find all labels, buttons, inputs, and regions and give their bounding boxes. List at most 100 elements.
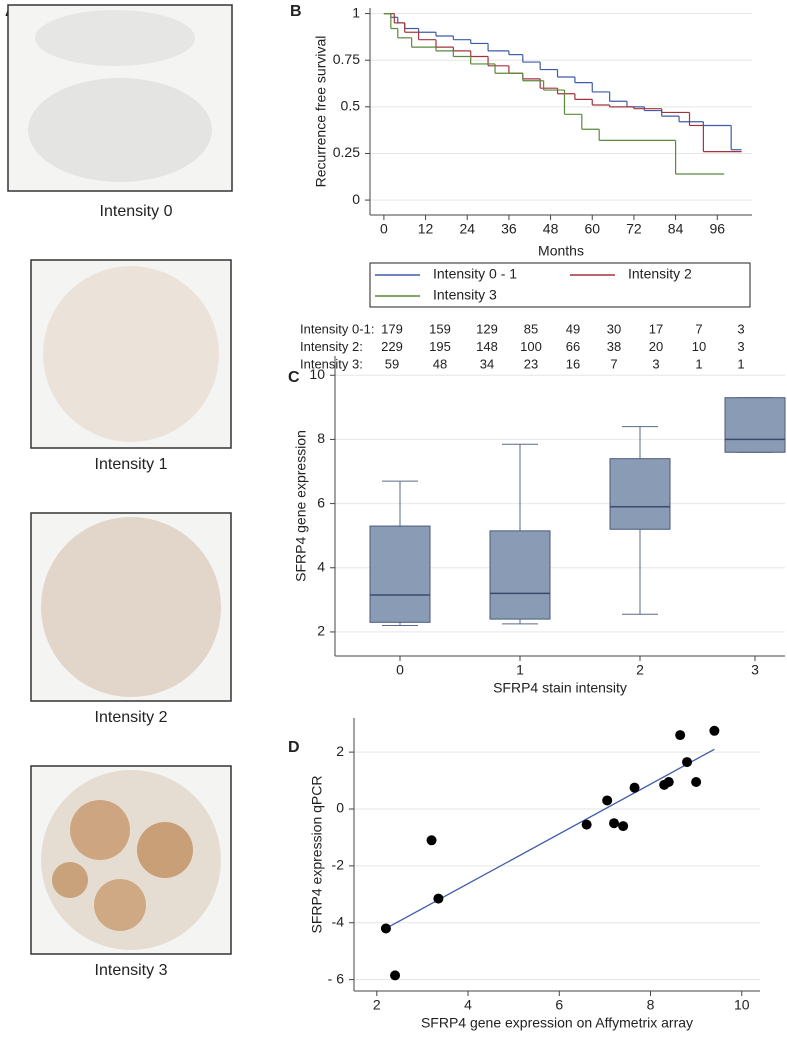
risk-count: 7	[610, 356, 617, 371]
x-tick-label: 48	[543, 221, 559, 237]
risk-count: 48	[433, 356, 447, 371]
x-tick-label: 8	[647, 997, 655, 1013]
y-tick-label: 8	[317, 430, 325, 446]
risk-count: 229	[381, 339, 403, 354]
panel-label: D	[288, 739, 300, 756]
y-tick-label: 0.75	[333, 51, 360, 67]
box	[489, 530, 551, 620]
risk-count: 179	[381, 321, 403, 336]
caption: Intensity 2	[95, 709, 168, 726]
point	[433, 893, 444, 904]
x-tick-label: 0	[396, 662, 404, 678]
x-tick-label: 60	[584, 221, 600, 237]
y-tick-label: 1	[352, 4, 360, 20]
x-axis-label: SFRP4 gene expression on Affymetrix arra…	[421, 1015, 693, 1031]
risk-count: 100	[520, 339, 542, 354]
y-tick-label: 2	[336, 743, 344, 759]
y-tick-label: 0.5	[341, 98, 361, 114]
x-axis-label: Months	[538, 243, 584, 259]
x-tick-label: 4	[464, 997, 472, 1013]
x-tick-label: 72	[626, 221, 642, 237]
x-tick-label: 1	[516, 662, 524, 678]
point	[682, 757, 693, 768]
panel-label: C	[288, 369, 300, 386]
risk-count: 3	[737, 321, 744, 336]
x-tick-label: 0	[380, 221, 388, 237]
y-tick-label: -2	[332, 857, 345, 873]
risk-count: 195	[429, 339, 451, 354]
x-tick-label: 3	[751, 662, 759, 678]
risk-count: 30	[607, 321, 621, 336]
x-tick-label: 24	[459, 221, 475, 237]
risk-count: 38	[607, 339, 621, 354]
panel-label: B	[290, 3, 302, 20]
risk-count: 10	[692, 339, 706, 354]
risk-label: Intensity 2:	[300, 339, 363, 354]
point	[709, 725, 720, 736]
tissue-images	[7, 4, 233, 955]
y-tick-label: 2	[317, 623, 325, 639]
point	[426, 835, 437, 846]
y-axis-label: SFRP4 gene expression	[293, 430, 309, 582]
legend-label: Intensity 2	[628, 266, 692, 282]
x-tick-label: 84	[668, 221, 684, 237]
point	[602, 795, 613, 806]
risk-count: 34	[480, 356, 494, 371]
risk-count: 17	[649, 321, 663, 336]
box	[609, 458, 671, 530]
risk-label: Intensity 0-1:	[300, 321, 374, 336]
y-tick-label: 6	[317, 494, 325, 510]
x-tick-label: 36	[501, 221, 517, 237]
point	[390, 970, 401, 981]
risk-count: 23	[524, 356, 538, 371]
legend-label: Intensity 3	[433, 287, 497, 303]
point	[581, 819, 592, 830]
risk-count: 59	[385, 356, 399, 371]
risk-count: 3	[652, 356, 659, 371]
risk-count: 7	[695, 321, 702, 336]
risk-count: 85	[524, 321, 538, 336]
caption: Intensity 1	[95, 456, 168, 473]
y-tick-label: 4	[317, 558, 325, 574]
point	[629, 782, 640, 793]
legend-box	[369, 262, 751, 308]
risk-count: 66	[566, 339, 580, 354]
point	[609, 818, 620, 829]
y-axis-label: SFRP4 expression qPCR	[309, 776, 325, 934]
x-tick-label: 10	[734, 997, 750, 1013]
y-tick-label: -4	[332, 913, 345, 929]
point	[663, 776, 674, 787]
x-tick-label: 96	[709, 221, 725, 237]
legend-label: Intensity 0 - 1	[433, 266, 517, 282]
caption: Intensity 3	[95, 962, 168, 979]
point	[618, 821, 629, 832]
x-axis-label: SFRP4 stain intensity	[493, 680, 627, 696]
risk-count: 20	[649, 339, 663, 354]
risk-label: Intensity 3:	[300, 356, 363, 371]
box	[369, 525, 431, 623]
caption: Intensity 0	[100, 203, 173, 220]
risk-count: 1	[695, 356, 702, 371]
box	[724, 397, 786, 453]
y-tick-label: 0	[352, 191, 360, 207]
x-tick-label: 2	[636, 662, 644, 678]
risk-count: 1	[737, 356, 744, 371]
x-tick-label: 6	[555, 997, 563, 1013]
y-axis-label: Recurrence free survival	[313, 36, 329, 188]
risk-count: 3	[737, 339, 744, 354]
risk-count: 129	[476, 321, 498, 336]
y-tick-label: 10	[309, 366, 325, 382]
risk-count: 16	[566, 356, 580, 371]
y-tick-label: - 6	[328, 970, 345, 986]
point	[691, 776, 702, 787]
x-tick-label: 2	[373, 997, 381, 1013]
risk-count: 148	[476, 339, 498, 354]
point	[675, 730, 686, 741]
risk-count: 49	[566, 321, 580, 336]
y-tick-label: 0	[336, 800, 344, 816]
point	[380, 923, 391, 934]
risk-count: 159	[429, 321, 451, 336]
x-tick-label: 12	[418, 221, 434, 237]
y-tick-label: 0.25	[333, 144, 360, 160]
